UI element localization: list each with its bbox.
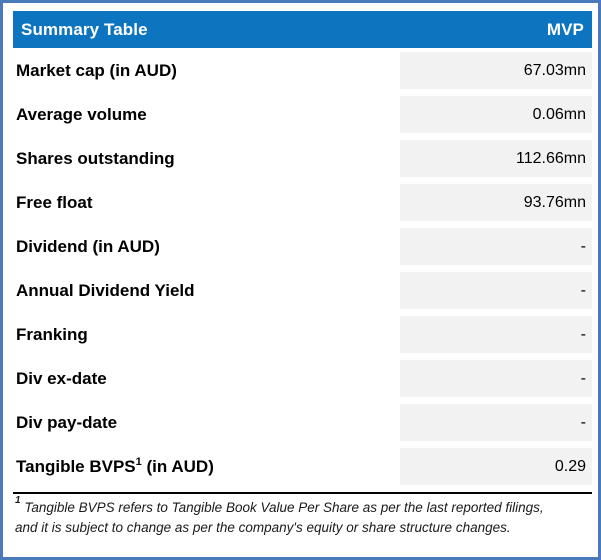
footnote-separator-line [13, 492, 592, 494]
ticker-label: MVP [546, 19, 584, 39]
row-label: Annual Dividend Yield [16, 280, 195, 300]
row-label: Div pay-date [16, 412, 118, 432]
row-label: Div ex-date [16, 368, 107, 388]
row-value: 0.29 [400, 448, 592, 485]
footnote-text: Tangible BVPS refers to Tangible Book Va… [20, 500, 544, 515]
table-row: Free float 93.76mn [13, 184, 592, 221]
footnote: 1 Tangible BVPS refers to Tangible Book … [13, 494, 592, 539]
row-label: Shares outstanding [16, 148, 175, 168]
table-body: Market cap (in AUD) 67.03mn Average volu… [13, 52, 592, 485]
table-row: Annual Dividend Yield - [13, 272, 592, 309]
table-row: Div pay-date - [13, 404, 592, 441]
row-value: 93.76mn [400, 184, 592, 221]
row-value: - [400, 228, 592, 265]
table-row: Average volume 0.06mn [13, 96, 592, 133]
row-label: Average volume [16, 104, 147, 124]
table-row: Market cap (in AUD) 67.03mn [13, 52, 592, 89]
table-row: Franking - [13, 316, 592, 353]
table-row: Div ex-date - [13, 360, 592, 397]
table-title: Summary Table [21, 19, 148, 39]
table-row: Tangible BVPS 1 (in AUD) 0.29 [13, 448, 592, 485]
table-row: Shares outstanding 112.66mn [13, 140, 592, 177]
footnote-superscript: 1 [15, 494, 21, 506]
table-row: Dividend (in AUD) - [13, 228, 592, 265]
row-label-text: Tangible BVPS [16, 456, 136, 476]
row-label: Free float [16, 192, 93, 212]
row-value: 112.66mn [400, 140, 592, 177]
row-value: - [400, 316, 592, 353]
row-label: Market cap (in AUD) [16, 60, 177, 80]
row-value: 0.06mn [400, 96, 592, 133]
row-value: - [400, 404, 592, 441]
row-value: - [400, 360, 592, 397]
row-label: Franking [16, 324, 88, 344]
footnote-line: 1 Tangible BVPS refers to Tangible Book … [15, 494, 592, 518]
row-value: 67.03mn [400, 52, 592, 89]
row-label-text: (in AUD) [141, 456, 214, 476]
row-label: Dividend (in AUD) [16, 236, 160, 256]
table-header-bar: Summary Table MVP [13, 11, 592, 48]
footnote-line: and it is subject to change as per the c… [15, 520, 511, 536]
row-label: Tangible BVPS 1 (in AUD) [16, 455, 214, 476]
row-value: - [400, 272, 592, 309]
